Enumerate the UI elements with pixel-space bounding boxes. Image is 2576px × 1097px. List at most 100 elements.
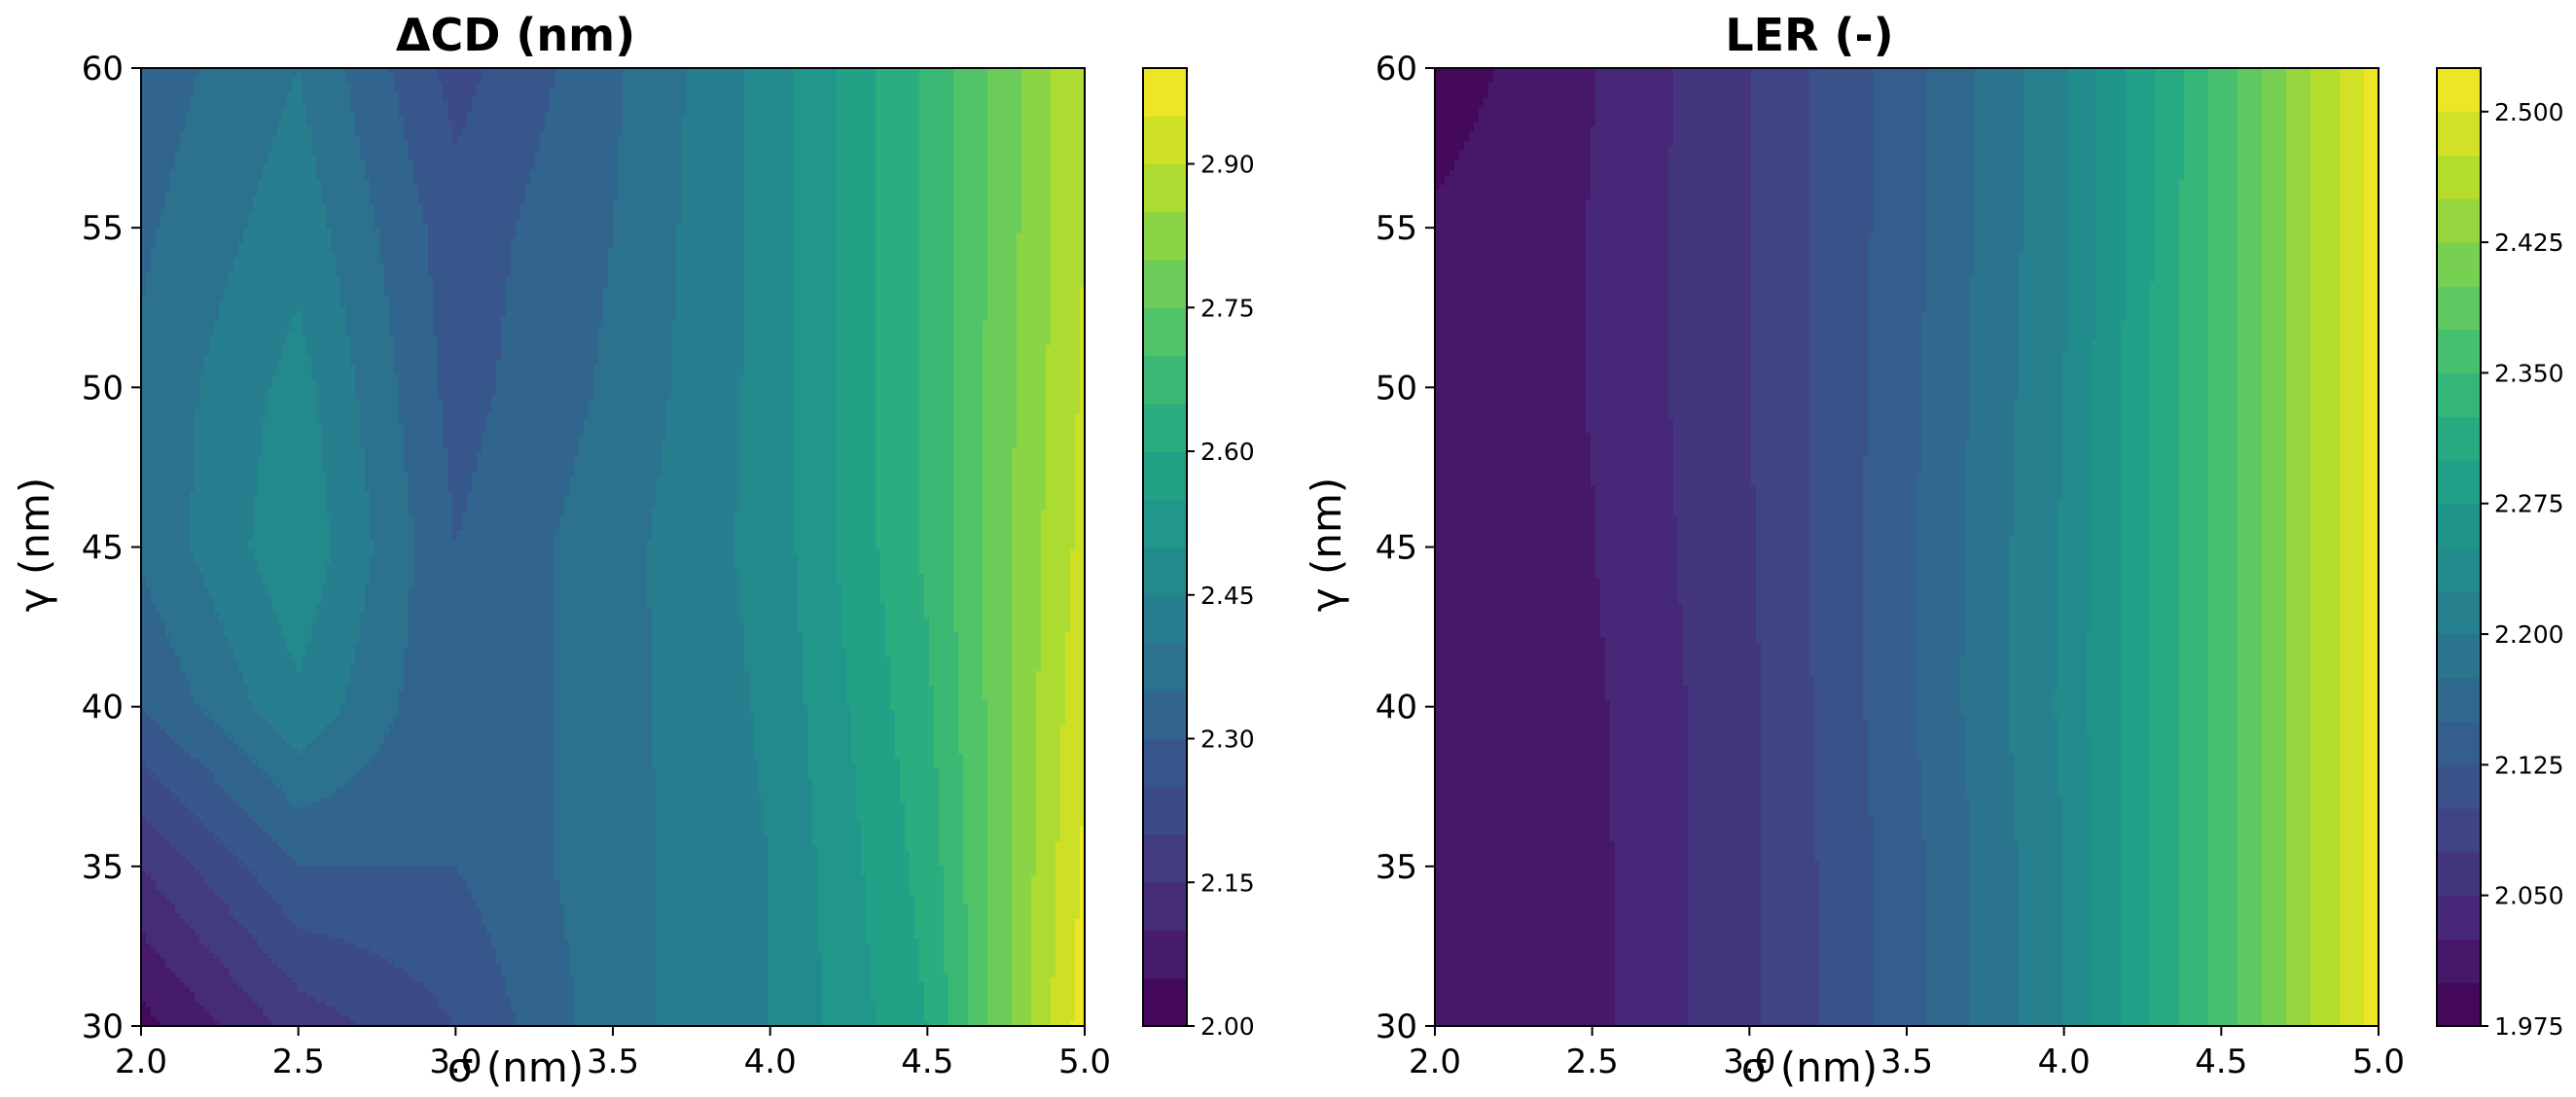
contour-cell <box>710 73 716 79</box>
contour-cell <box>720 92 726 98</box>
contour-cell <box>452 92 458 98</box>
contour-cell <box>550 73 555 79</box>
contour-cell <box>837 112 842 118</box>
contour-cell <box>151 88 157 93</box>
contour-cell <box>535 92 541 98</box>
contour-cell <box>749 88 755 93</box>
contour-cell <box>151 83 157 88</box>
contour-cell <box>1070 78 1076 84</box>
contour-cell <box>214 92 220 98</box>
contour-cell <box>827 92 833 98</box>
contour-cell <box>798 88 804 93</box>
contour-cell <box>929 73 935 79</box>
contour-cell <box>360 88 366 93</box>
contour-cell <box>880 117 886 123</box>
contour-cell <box>530 92 536 98</box>
contour-cell <box>224 117 230 123</box>
contour-cell <box>905 78 911 84</box>
contour-cell <box>297 78 303 84</box>
contour-cell <box>467 88 473 93</box>
contour-cell <box>710 112 716 118</box>
contour-cell <box>1007 88 1013 93</box>
contour-cell <box>516 97 521 103</box>
contour-cell <box>1060 73 1066 79</box>
contour-cell <box>880 83 886 88</box>
contour-cell <box>749 78 755 84</box>
contour-cell <box>452 102 458 108</box>
contour-cell <box>1007 83 1013 88</box>
contour-cell <box>637 102 643 108</box>
contour-cell <box>185 107 191 113</box>
contour-cell <box>725 112 731 118</box>
contour-cell <box>666 97 672 103</box>
contour-cell <box>803 73 808 79</box>
contour-cell <box>345 92 351 98</box>
contour-cell <box>272 97 278 103</box>
contour-cell <box>311 73 317 79</box>
contour-cell <box>1055 78 1061 84</box>
contour-cell <box>992 88 998 93</box>
contour-cell <box>934 88 940 93</box>
contour-cell <box>666 78 672 84</box>
contour-cell <box>764 88 769 93</box>
contour-cell <box>409 112 414 118</box>
contour-cell <box>1012 88 1018 93</box>
contour-cell <box>1012 78 1018 84</box>
contour-cell <box>885 107 891 113</box>
contour-cell <box>662 73 667 79</box>
contour-cell <box>837 97 842 103</box>
contour-cell <box>423 92 429 98</box>
contour-cell <box>934 92 940 98</box>
contour-cell <box>545 107 551 113</box>
contour-cell <box>725 73 731 79</box>
contour-cell <box>520 88 526 93</box>
contour-cell <box>316 107 322 113</box>
contour-cell <box>895 117 901 123</box>
contour-cell <box>530 73 536 79</box>
contour-cell <box>161 83 166 88</box>
contour-cell <box>822 88 828 93</box>
contour-cell <box>803 117 808 123</box>
contour-cell <box>535 73 541 79</box>
contour-cell <box>593 107 599 113</box>
contour-cell <box>827 78 833 84</box>
contour-cell <box>924 83 930 88</box>
contour-cell <box>880 97 886 103</box>
contour-cell <box>958 88 964 93</box>
contour-cell <box>623 92 628 98</box>
contour-cell <box>1065 102 1071 108</box>
contour-cell <box>199 112 205 118</box>
contour-cell <box>662 102 667 108</box>
contour-cell <box>817 112 823 118</box>
contour-cell <box>662 83 667 88</box>
contour-cell <box>336 83 341 88</box>
contour-cell <box>272 73 278 79</box>
contour-cell <box>511 117 517 123</box>
contour-cell <box>851 92 857 98</box>
contour-cell <box>958 83 964 88</box>
contour-cell <box>1012 73 1018 79</box>
contour-cell <box>919 88 925 93</box>
contour-cell <box>710 102 716 108</box>
contour-cell <box>691 92 697 98</box>
contour-cell <box>749 83 755 88</box>
contour-cell <box>379 102 385 108</box>
contour-cell <box>224 73 230 79</box>
contour-cell <box>214 78 220 84</box>
contour-cell <box>375 117 380 123</box>
contour-cell <box>209 92 215 98</box>
contour-cell <box>331 88 337 93</box>
contour-cell <box>739 117 745 123</box>
contour-cell <box>837 102 842 108</box>
contour-cell <box>428 107 434 113</box>
contour-cell <box>472 117 478 123</box>
contour-cell <box>199 107 205 113</box>
contour-cell <box>939 97 945 103</box>
contour-cell <box>491 112 497 118</box>
contour-cell <box>190 102 196 108</box>
contour-cell <box>632 112 638 118</box>
contour-cell <box>807 88 813 93</box>
contour-cell <box>379 117 385 123</box>
contour-cell <box>778 112 784 118</box>
contour-cell <box>277 83 283 88</box>
